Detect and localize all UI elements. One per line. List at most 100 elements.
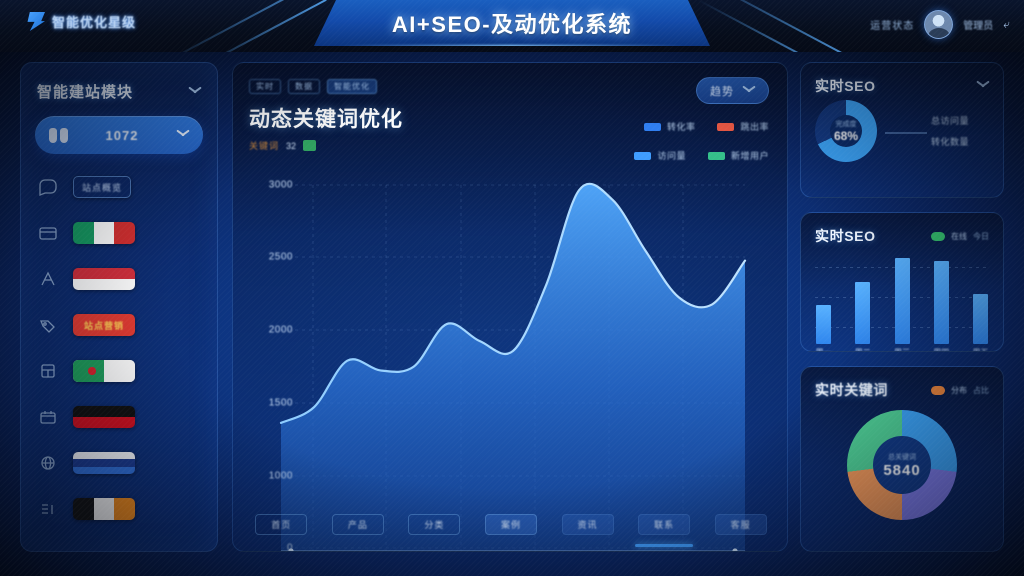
- tab-4[interactable]: 资讯: [561, 513, 614, 535]
- chevron-down-icon[interactable]: [188, 88, 201, 96]
- legend-swatch: [643, 122, 661, 131]
- sidebar-badge-3: 站点营销: [73, 314, 135, 336]
- panel-title: 实时SEO: [815, 78, 876, 94]
- tab-2[interactable]: 分类: [408, 513, 461, 535]
- sidebar-item-4[interactable]: [21, 348, 217, 394]
- tab-3[interactable]: 案例: [484, 513, 537, 535]
- main-subtitle-number: 32: [286, 140, 297, 151]
- tab-5[interactable]: 联系: [635, 513, 694, 547]
- panel-badge-note: 占比: [973, 385, 989, 395]
- sidebar-item-7[interactable]: [21, 486, 217, 532]
- panel-realtime-seo-bars: 实时SEO 在线 今日 周一 周二 周三: [800, 212, 1004, 352]
- trend-dropdown-button[interactable]: 趋势: [696, 77, 769, 104]
- chart-legend-row-2: 访问量 新增用户: [634, 149, 769, 162]
- panel-realtime-keywords-donut: 实时关键词 分布 占比 总关键词 5840: [800, 366, 1004, 552]
- bar-label: 周五: [973, 347, 989, 351]
- sidebar-badge-7: [73, 498, 135, 520]
- chat-icon: [37, 177, 59, 197]
- main-tag-2[interactable]: 智能优化: [327, 79, 377, 94]
- legend-item-1[interactable]: 跳出率: [717, 120, 769, 133]
- donut-chart: 总关键词 5840: [847, 410, 957, 520]
- legend-item-3[interactable]: 新增用户: [707, 149, 769, 162]
- donut-chart: 完成度 68%: [815, 100, 877, 162]
- donut-wrap: 总关键词 5840: [801, 410, 1003, 520]
- status-badge: [303, 140, 317, 151]
- bar-column-4[interactable]: 周五: [972, 258, 989, 351]
- modules-icon: [49, 127, 68, 143]
- panel-header: 实时关键词 分布 占比: [801, 367, 1003, 400]
- donut-center-label: 完成度: [835, 121, 857, 128]
- panel-badge-label: 分布: [951, 385, 967, 395]
- status-dot-icon: [931, 385, 945, 395]
- donut-center-label: 总关键词: [888, 453, 916, 461]
- sidebar-title: 智能建站模块: [37, 84, 134, 101]
- panel-badge: 在线 今日: [931, 231, 989, 242]
- chevron-down-icon[interactable]: [976, 82, 989, 90]
- sidebar-item-5[interactable]: [21, 394, 217, 440]
- page-title: AI+SEO-及动优化系统: [391, 12, 633, 37]
- sidebar-item-1[interactable]: [21, 210, 217, 256]
- user-name: 管理员: [963, 21, 994, 32]
- legend-label: 访问量: [657, 151, 686, 161]
- bar-label: 周二: [855, 347, 871, 351]
- card-icon: [37, 223, 59, 243]
- sidebar-header[interactable]: 智能建站模块: [21, 63, 217, 114]
- header-user-area: 运营状态 管理员 ⤶: [870, 10, 1010, 39]
- tab-label: 产品: [347, 519, 368, 530]
- sidebar-item-label: 站点概览: [81, 182, 122, 193]
- tab-6[interactable]: 客服: [714, 513, 767, 535]
- layers-icon: [37, 361, 59, 381]
- donut-row: 完成度 68% 总访问量 转化数量: [801, 96, 1003, 162]
- sidebar-item-0[interactable]: 站点概览: [21, 164, 217, 210]
- panel-header: 实时SEO 在线 今日: [801, 213, 1003, 246]
- chevron-down-icon[interactable]: [176, 131, 189, 139]
- sidebar-badge-6: [73, 452, 135, 474]
- sidebar-module-selector[interactable]: 1072: [35, 116, 203, 154]
- status-dot-icon: [931, 231, 945, 241]
- legend-label: 跳出率: [740, 122, 769, 132]
- sidebar-badge-5: [73, 406, 135, 428]
- sidebar-badge-0: 站点概览: [73, 176, 131, 198]
- header-title-plate: AI+SEO-及动优化系统: [314, 0, 710, 46]
- area-chart: 3000 2500 2000 1500 1000 0 1000 1100 130…: [233, 167, 787, 551]
- donut-side-label-1: 转化数量: [931, 137, 970, 147]
- donut-center-value: 5840: [883, 461, 921, 479]
- main-tag-0[interactable]: 实时: [249, 79, 281, 94]
- list-icon: [37, 499, 59, 519]
- bar-column-2[interactable]: 周三: [894, 258, 911, 351]
- panel-header: 实时SEO: [801, 63, 1003, 96]
- legend-label: 新增用户: [730, 151, 769, 161]
- avatar[interactable]: [924, 10, 954, 39]
- main-chart-title: 动态关键词优化: [249, 108, 403, 131]
- x-axis-labels: 1000 1100 1300 1500 2000 2500 3000: [233, 167, 787, 551]
- main-tag-1[interactable]: 数据: [288, 79, 320, 94]
- legend-swatch: [707, 151, 725, 160]
- bar-label: 周四: [933, 347, 949, 351]
- sidebar-list: 站点概览: [21, 164, 217, 532]
- main-subtitle: 关键词 32: [249, 139, 317, 152]
- app-logo[interactable]: 智能优化星级: [26, 12, 136, 31]
- main-subtitle-text: 关键词: [249, 141, 280, 151]
- logo-text: 智能优化星级: [52, 15, 137, 30]
- tab-1[interactable]: 产品: [331, 513, 384, 535]
- sidebar-item-6[interactable]: [21, 440, 217, 486]
- exit-icon[interactable]: ⤶: [1003, 17, 1010, 31]
- bar-column-0[interactable]: 周一: [815, 258, 832, 351]
- tab-label: 案例: [500, 519, 521, 530]
- sidebar-item-3[interactable]: 站点营销: [21, 302, 217, 348]
- bar-column-1[interactable]: 周二: [854, 258, 871, 351]
- app-header: 智能优化星级 AI+SEO-及动优化系统 运营状态 管理员 ⤶: [0, 0, 1024, 52]
- bar-label: 周三: [894, 347, 910, 351]
- calendar-icon: [37, 407, 59, 427]
- sidebar-item-2[interactable]: [21, 256, 217, 302]
- main-tag-group: 实时 数据 智能优化: [249, 79, 377, 94]
- panel-badge-note: 今日: [973, 231, 989, 241]
- bar-column-3[interactable]: 周四: [933, 258, 950, 351]
- legend-item-2[interactable]: 访问量: [634, 149, 686, 162]
- panel-realtime-seo-donut: 实时SEO 完成度 68% 总访问量 转化数量: [800, 62, 1004, 198]
- donut-center-value: 68%: [833, 129, 859, 143]
- tab-0[interactable]: 首页: [255, 513, 308, 535]
- legend-item-0[interactable]: 转化率: [643, 120, 696, 133]
- analytics-icon: [37, 269, 59, 289]
- tag-icon: [37, 315, 59, 335]
